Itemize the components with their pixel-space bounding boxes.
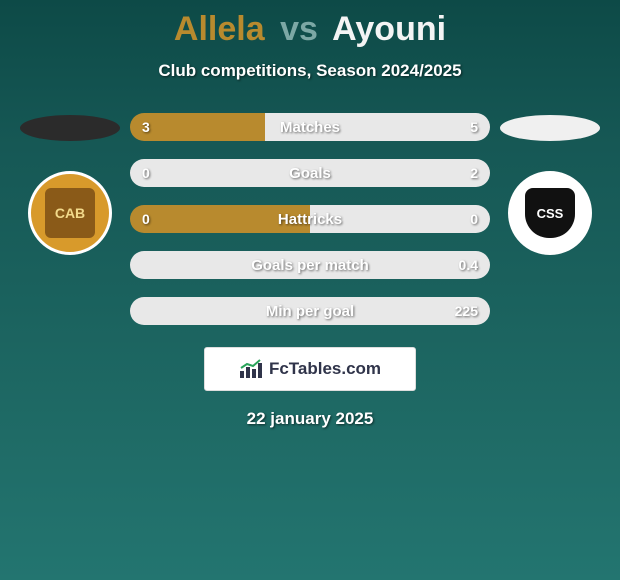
main-row: CAB Matches 3 5 Goals 0 2 Hattricks 0 0 Goals per… [0, 113, 620, 325]
player1-club-badge: CAB [28, 171, 112, 255]
page-title: Allela vs Ayouni [0, 10, 620, 49]
brand-box: FcTables.com [204, 347, 416, 391]
player2-silhouette [500, 115, 600, 141]
vs-separator: vs [280, 10, 318, 48]
player1-silhouette [20, 115, 120, 141]
player1-name: Allela [174, 10, 265, 48]
stat-label: Min per goal [266, 303, 354, 320]
stat-value-right: 225 [455, 303, 478, 319]
stat-value-left: 0 [142, 165, 150, 181]
stat-label: Hattricks [278, 211, 342, 228]
stat-label: Goals per match [251, 257, 369, 274]
stat-label: Matches [280, 119, 340, 136]
stat-row: Goals 0 2 [130, 159, 490, 187]
player1-club-abbr: CAB [45, 188, 95, 238]
stat-row: Goals per match 0.4 [130, 251, 490, 279]
right-column: CSS [500, 113, 600, 255]
stat-row: Hattricks 0 0 [130, 205, 490, 233]
brand-chart-icon [239, 359, 263, 379]
stat-value-left: 0 [142, 211, 150, 227]
player2-club-abbr: CSS [525, 188, 575, 238]
stat-value-right: 2 [470, 165, 478, 181]
stats-column: Matches 3 5 Goals 0 2 Hattricks 0 0 Goals per mat… [130, 113, 490, 325]
player2-club-badge: CSS [508, 171, 592, 255]
stat-value-right: 0.4 [459, 257, 478, 273]
stat-value-left: 3 [142, 119, 150, 135]
stat-row: Min per goal 225 [130, 297, 490, 325]
left-column: CAB [20, 113, 120, 255]
stat-row: Matches 3 5 [130, 113, 490, 141]
stat-value-right: 0 [470, 211, 478, 227]
stat-bar-left [130, 113, 265, 141]
brand-text: FcTables.com [269, 359, 381, 379]
player2-name: Ayouni [332, 10, 446, 48]
comparison-card: Allela vs Ayouni Club competitions, Seas… [0, 0, 620, 580]
stat-value-right: 5 [470, 119, 478, 135]
subtitle: Club competitions, Season 2024/2025 [0, 61, 620, 81]
footer-date: 22 january 2025 [0, 409, 620, 429]
stat-label: Goals [289, 165, 331, 182]
